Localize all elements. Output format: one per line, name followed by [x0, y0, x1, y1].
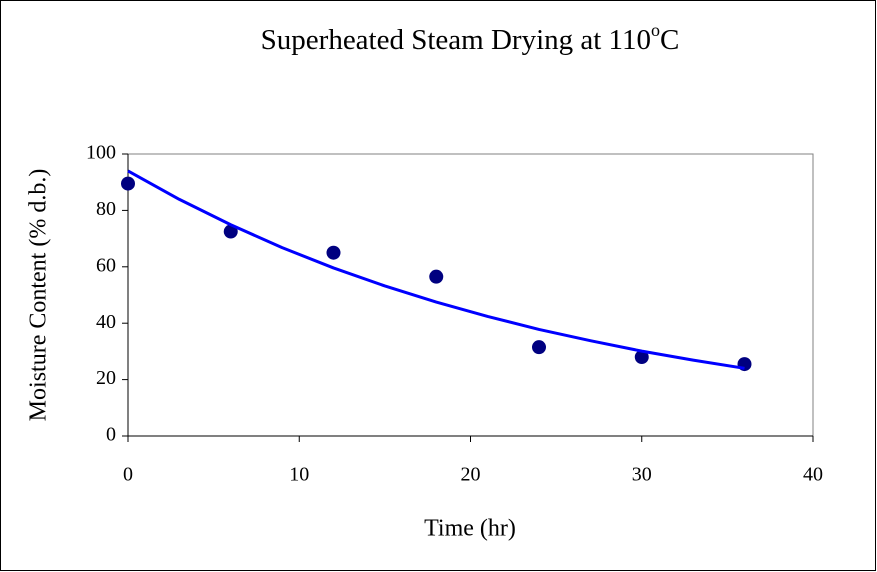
x-tick-label: 40 [803, 464, 823, 486]
y-tick-label: 40 [96, 311, 116, 333]
y-tick-label: 0 [106, 424, 116, 446]
x-axis-label: Time (hr) [424, 516, 516, 542]
y-tick-label: 60 [96, 254, 116, 276]
data-point [223, 224, 238, 239]
title-text: Superheated Steam Drying at 110 [261, 24, 651, 56]
fit-curve [127, 169, 745, 370]
x-tick-label: 20 [461, 464, 481, 486]
y-tick-label: 20 [96, 367, 116, 389]
data-point [429, 269, 444, 284]
x-tick-label: 10 [289, 464, 309, 486]
x-tick-label: 30 [632, 464, 652, 486]
data-point [532, 340, 546, 355]
x-tick-label: 0 [123, 464, 133, 486]
data-point [326, 245, 341, 260]
y-tick-label: 80 [96, 198, 116, 220]
data-point [634, 350, 649, 365]
chart-title: Superheated Steam Drying at 110oC [261, 20, 680, 56]
data-point [121, 176, 135, 191]
y-tick-label: 100 [86, 142, 116, 164]
title-text: C [660, 24, 679, 56]
title-superscript: o [651, 20, 660, 40]
y-axis-label: Moisture Content (% d.b.) [26, 169, 52, 422]
